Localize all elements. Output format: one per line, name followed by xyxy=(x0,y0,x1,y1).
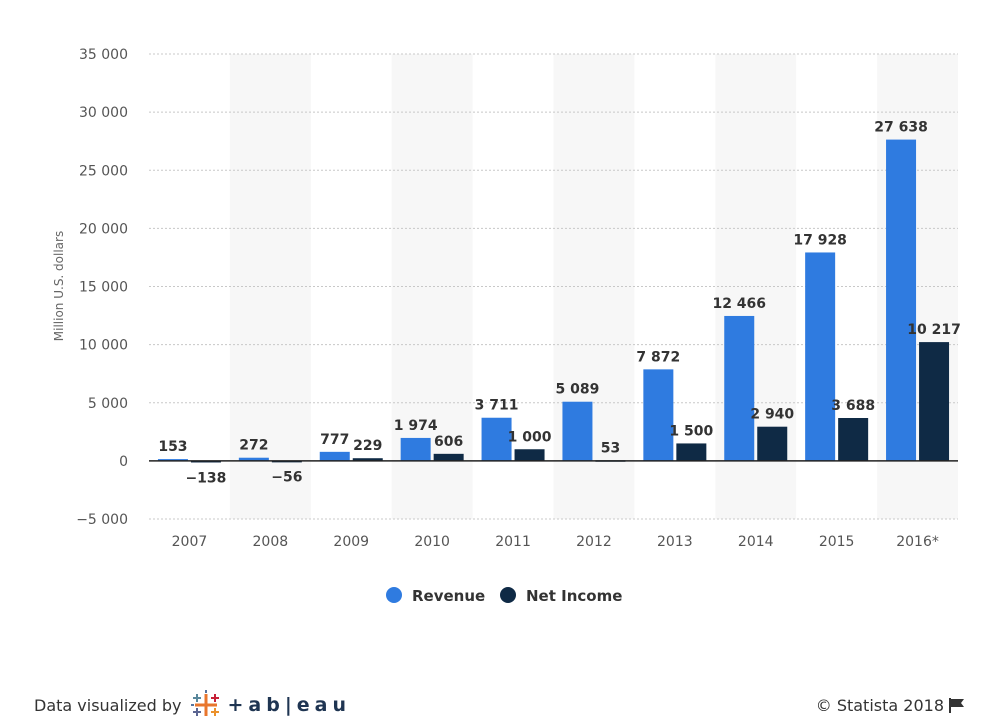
legend-item-net-income[interactable]: Net Income xyxy=(500,587,622,605)
data-label-net-income: −138 xyxy=(185,470,226,486)
bar-revenue[interactable] xyxy=(643,369,674,461)
bar-net-income[interactable] xyxy=(352,458,383,461)
bar-net-income[interactable] xyxy=(433,453,464,461)
legend-label: Revenue xyxy=(412,587,485,605)
legend-marker xyxy=(500,587,516,603)
bar-revenue[interactable] xyxy=(400,437,431,461)
data-label-revenue: 17 928 xyxy=(793,232,847,248)
data-label-net-income: 3 688 xyxy=(831,398,875,414)
data-label-net-income: 229 xyxy=(353,438,382,454)
y-tick-label: 0 xyxy=(119,454,128,470)
y-tick-label: 20 000 xyxy=(79,221,128,237)
bar-revenue[interactable] xyxy=(481,417,512,461)
x-axis-tick-labels: 2007 2008 2009 2010 2011 2012 2013 2014 2015 2016… xyxy=(172,534,939,550)
bar-revenue[interactable] xyxy=(562,401,593,461)
data-label-revenue: 27 638 xyxy=(874,120,928,136)
x-tick-label: 2010 xyxy=(414,534,450,550)
bar-net-income[interactable] xyxy=(514,449,545,461)
bars xyxy=(157,139,950,463)
x-tick-label: 2007 xyxy=(172,534,208,550)
x-tick-label: 2008 xyxy=(253,534,289,550)
bar-revenue[interactable] xyxy=(724,315,755,461)
y-tick-label: 25 000 xyxy=(79,163,128,179)
data-label-net-income: 2 940 xyxy=(750,407,794,423)
x-tick-label: 2015 xyxy=(819,534,855,550)
bar-revenue[interactable] xyxy=(805,252,836,461)
data-label-revenue: 7 872 xyxy=(636,349,680,365)
data-label-revenue: 5 089 xyxy=(556,382,600,398)
bar-net-income[interactable] xyxy=(676,443,707,461)
chart: 35 000 30 000 25 000 20 000 15 000 10 000 5 00… xyxy=(52,47,961,605)
legend-item-revenue[interactable]: Revenue xyxy=(386,587,485,605)
data-label-revenue: 1 974 xyxy=(394,418,438,434)
data-label-revenue: 272 xyxy=(239,438,268,454)
y-tick-label: −5 000 xyxy=(76,512,128,528)
y-axis-title: Million U.S. dollars xyxy=(52,231,66,341)
data-label-net-income: 1 000 xyxy=(508,429,552,445)
data-label-net-income: 53 xyxy=(601,440,620,456)
x-tick-label: 2014 xyxy=(738,534,774,550)
bar-revenue[interactable] xyxy=(238,457,269,461)
bar-net-income[interactable] xyxy=(190,460,221,463)
data-label-net-income: 1 500 xyxy=(669,423,713,439)
bar-net-income[interactable] xyxy=(919,342,950,461)
data-label-net-income: 606 xyxy=(434,434,463,450)
y-tick-label: 5 000 xyxy=(88,396,128,412)
bar-revenue[interactable] xyxy=(319,451,350,461)
bar-net-income[interactable] xyxy=(838,418,869,461)
y-tick-label: 30 000 xyxy=(79,105,128,121)
x-tick-label: 2016* xyxy=(896,534,939,550)
gridlines xyxy=(149,53,958,520)
y-tick-label: 15 000 xyxy=(79,280,128,296)
x-tick-label: 2011 xyxy=(495,534,531,550)
legend-label: Net Income xyxy=(526,587,622,605)
copyright-text: © Statista 2018 xyxy=(815,695,944,715)
y-axis-tick-labels: 35 000 30 000 25 000 20 000 15 000 10 000 5 00… xyxy=(76,47,128,528)
bar-revenue[interactable] xyxy=(886,139,917,461)
y-tick-label: 35 000 xyxy=(79,47,128,63)
data-label-revenue: 12 466 xyxy=(712,296,766,312)
credit-text: Data visualized by xyxy=(34,695,182,715)
x-tick-label: 2012 xyxy=(576,534,612,550)
x-tick-label: 2013 xyxy=(657,534,693,550)
data-label-revenue: 3 711 xyxy=(475,398,519,414)
tableau-brand-text: +ab|eau xyxy=(227,694,351,716)
x-tick-label: 2009 xyxy=(333,534,369,550)
y-tick-label: 10 000 xyxy=(79,338,128,354)
flag-icon[interactable] xyxy=(948,696,966,714)
tableau-credit[interactable]: Data visualized by +ab|eau xyxy=(34,690,351,720)
data-label-net-income: 10 217 xyxy=(907,322,961,338)
bar-revenue[interactable] xyxy=(157,459,188,461)
statista-copyright[interactable]: © Statista 2018 xyxy=(816,690,966,720)
legend[interactable]: Revenue Net Income xyxy=(386,587,622,605)
tableau-logo-icon xyxy=(189,690,223,720)
data-label-revenue: 777 xyxy=(320,432,349,448)
bar-net-income[interactable] xyxy=(757,426,788,461)
data-label-net-income: −56 xyxy=(271,470,302,486)
data-label-revenue: 153 xyxy=(158,439,187,455)
legend-marker xyxy=(386,587,402,603)
